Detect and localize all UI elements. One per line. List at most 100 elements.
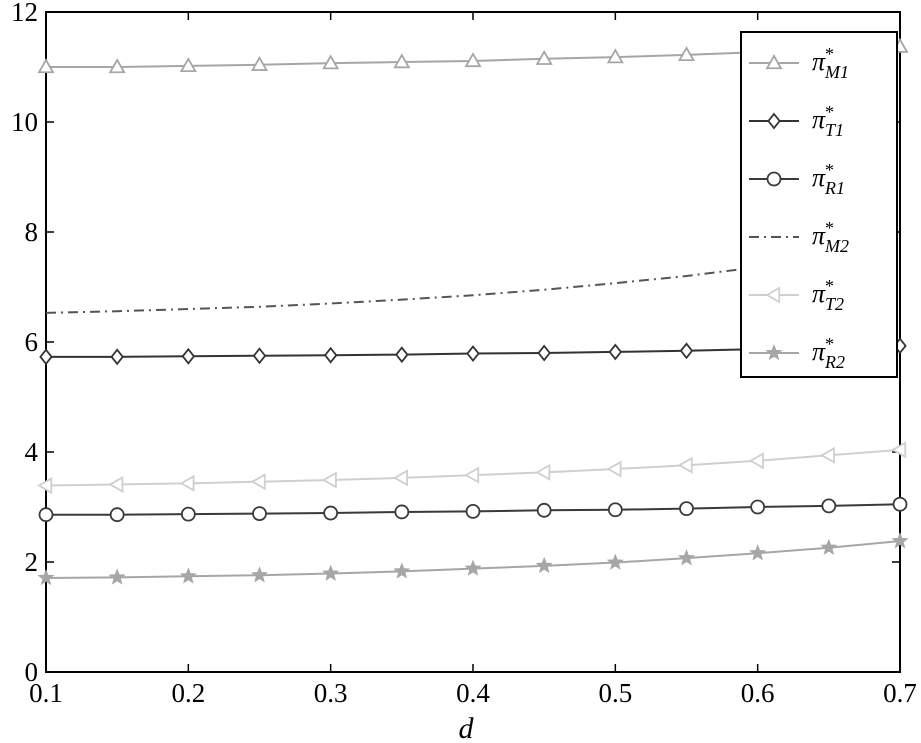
data-point-R2 bbox=[891, 532, 909, 549]
series-line-T2 bbox=[45, 448, 901, 487]
legend-label-sup: * bbox=[825, 218, 834, 238]
data-point-M1 bbox=[37, 58, 55, 74]
data-point-R1 bbox=[607, 502, 623, 518]
data-point-R2 bbox=[108, 568, 126, 585]
data-point-R2 bbox=[322, 564, 340, 581]
data-point-T2 bbox=[250, 473, 266, 491]
x-tick-label: 0.3 bbox=[314, 678, 348, 708]
x-axis: 0.1 0.2 0.3 0.4 0.5 0.6 0.7 bbox=[29, 12, 917, 708]
legend-box bbox=[740, 31, 898, 378]
data-point-T2 bbox=[535, 463, 551, 481]
legend-item-T1: π* T1 bbox=[749, 102, 844, 140]
y-tick-label: 10 bbox=[11, 107, 38, 137]
legend-label-sup: * bbox=[825, 44, 834, 64]
legend-label-base: π bbox=[812, 221, 826, 250]
data-point-R2 bbox=[250, 566, 269, 583]
x-tick-label: 0.7 bbox=[883, 678, 917, 708]
data-point-R1 bbox=[394, 504, 410, 520]
legend-marker bbox=[765, 344, 783, 361]
data-point-R2 bbox=[393, 562, 411, 579]
data-point-M1 bbox=[393, 53, 411, 69]
x-tick-label: 0.6 bbox=[741, 678, 775, 708]
data-point-T2 bbox=[891, 441, 907, 459]
legend-item-T2: π* T2 bbox=[749, 276, 844, 314]
data-point-T1 bbox=[181, 347, 196, 365]
data-point-M1 bbox=[250, 55, 269, 71]
data-point-R2 bbox=[749, 544, 767, 561]
data-point-T2 bbox=[820, 446, 835, 464]
data-point-R1 bbox=[679, 501, 694, 517]
x-tick-label: 0.4 bbox=[456, 678, 490, 708]
legend-label-sub: M1 bbox=[824, 62, 849, 82]
data-point-M1 bbox=[108, 58, 126, 74]
legend-label: π* R1 bbox=[812, 160, 845, 198]
data-point-T2 bbox=[37, 476, 53, 495]
x-tick-label: 0.2 bbox=[171, 678, 205, 708]
y-axis: 0 2 4 6 8 10 12 bbox=[11, 0, 900, 687]
legend-marker bbox=[765, 286, 781, 304]
x-axis-label: d bbox=[459, 712, 475, 743]
legend-label-base: π bbox=[812, 337, 826, 366]
legend-label-sup: * bbox=[825, 334, 834, 354]
legend-label-base: π bbox=[812, 163, 826, 192]
data-point-T1 bbox=[679, 342, 694, 360]
legend-label-base: π bbox=[812, 47, 826, 76]
data-point-R1 bbox=[536, 502, 552, 518]
legend-label: π* T2 bbox=[812, 276, 844, 314]
data-point-R1 bbox=[821, 498, 837, 514]
series-T2 bbox=[37, 441, 907, 495]
data-point-T2 bbox=[677, 456, 693, 474]
legend-label-sup: * bbox=[825, 160, 834, 180]
data-point-R2 bbox=[606, 553, 624, 570]
data-point-R2 bbox=[677, 549, 696, 566]
data-point-T1 bbox=[252, 347, 267, 365]
legend-label-base: π bbox=[812, 279, 826, 308]
legend-label-sup: * bbox=[825, 102, 834, 122]
data-point-R1 bbox=[465, 503, 481, 519]
legend-label-sub: R1 bbox=[824, 178, 845, 198]
data-point-R1 bbox=[323, 505, 339, 521]
data-point-R2 bbox=[535, 556, 553, 574]
data-point-T2 bbox=[108, 475, 124, 494]
data-point-R1 bbox=[180, 506, 196, 522]
data-point-M1 bbox=[535, 49, 553, 65]
data-point-M1 bbox=[606, 48, 624, 64]
y-tick-label: 12 bbox=[11, 0, 38, 27]
legend-item-M1: π* M1 bbox=[749, 44, 849, 82]
legend-marker bbox=[767, 112, 781, 130]
legend-label-sub: M2 bbox=[824, 236, 849, 256]
data-point-R2 bbox=[37, 568, 55, 586]
legend: π* M1π* T1π* R1π* M2π* T2π* R2 bbox=[740, 31, 898, 378]
data-point-R1 bbox=[38, 507, 54, 523]
legend-marker bbox=[766, 171, 782, 187]
data-point-R1 bbox=[252, 506, 267, 521]
y-tick-label: 4 bbox=[25, 437, 39, 467]
data-point-T2 bbox=[464, 466, 480, 484]
y-tick-label: 6 bbox=[25, 327, 39, 357]
legend-label: π* M1 bbox=[812, 44, 849, 82]
data-point-T2 bbox=[748, 452, 764, 470]
legend-item-M2: π* M2 bbox=[749, 218, 849, 256]
legend-label-sub: R2 bbox=[824, 352, 845, 372]
data-point-T1 bbox=[110, 348, 124, 366]
data-point-R2 bbox=[179, 567, 197, 584]
legend-label-sub: T2 bbox=[825, 294, 844, 314]
legend-label: π* T1 bbox=[812, 102, 844, 140]
legend-marker bbox=[765, 54, 783, 70]
y-tick-label: 0 bbox=[25, 657, 39, 687]
data-point-M1 bbox=[677, 46, 696, 62]
data-point-M1 bbox=[322, 54, 340, 70]
legend-label-sub: T1 bbox=[825, 120, 844, 140]
legend-item-R2: π* R2 bbox=[749, 334, 845, 372]
legend-label-base: π bbox=[812, 105, 826, 134]
data-point-R1 bbox=[750, 499, 766, 515]
legend-label-sup: * bbox=[825, 276, 834, 296]
data-point-T1 bbox=[395, 346, 409, 364]
x-tick-label: 0.1 bbox=[29, 678, 63, 708]
y-tick-label: 8 bbox=[25, 217, 39, 247]
data-point-T1 bbox=[323, 346, 338, 364]
legend-item-R1: π* R1 bbox=[749, 160, 845, 198]
data-point-T1 bbox=[466, 345, 480, 362]
y-tick-label: 2 bbox=[25, 547, 39, 577]
